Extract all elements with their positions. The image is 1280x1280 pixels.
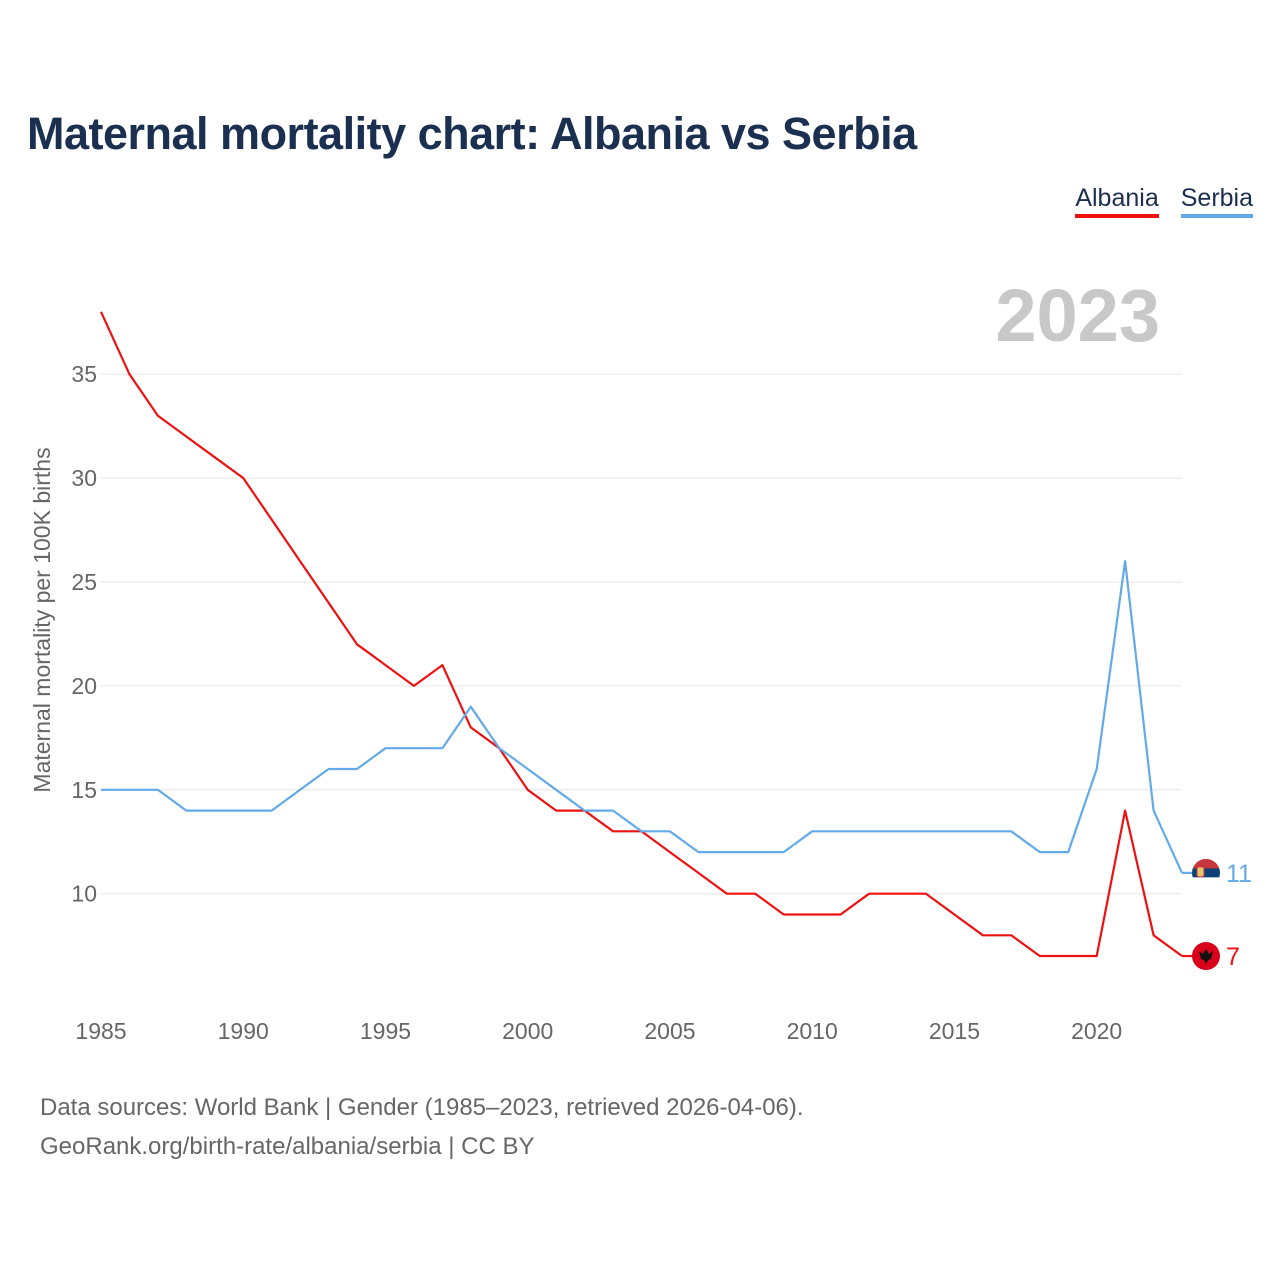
gridlines — [101, 373, 1182, 895]
end-label-albania: 7 — [1226, 943, 1240, 971]
x-tick-label-1985: 1985 — [75, 1018, 126, 1044]
legend: Albania Serbia — [1075, 184, 1253, 218]
flag-serbia-white — [1192, 877, 1220, 887]
year-label: 2023 — [995, 274, 1160, 357]
y-tick-label-10: 10 — [71, 881, 97, 907]
y-tick-label-35: 35 — [71, 361, 97, 387]
x-tick-label-1995: 1995 — [360, 1018, 411, 1044]
flag-albania-eagle — [1199, 949, 1213, 965]
end-label-serbia: 11 — [1226, 860, 1252, 888]
y-tick-label-25: 25 — [71, 569, 97, 595]
flag-serbia-blue — [1192, 868, 1220, 878]
y-axis-label: Maternal mortality per 100K births — [29, 447, 55, 792]
x-axis-ticks: 1985 1990 1995 2000 2005 2010 2015 2020 — [75, 1018, 1122, 1044]
x-tick-label-1990: 1990 — [218, 1018, 269, 1044]
footer: Data sources: World Bank | Gender (1985–… — [40, 1088, 804, 1166]
x-tick-label-2010: 2010 — [787, 1018, 838, 1044]
legend-item-serbia[interactable]: Serbia — [1180, 184, 1253, 218]
source-note: Data sources: World Bank | Gender (1985–… — [40, 1094, 804, 1121]
flag-serbia-red — [1192, 858, 1220, 869]
legend-item-albania[interactable]: Albania — [1075, 184, 1159, 218]
chart-title: Maternal mortality chart: Albania vs Ser… — [27, 108, 917, 159]
y-tick-label-20: 20 — [71, 673, 97, 699]
flag-serbia-stripes — [1192, 858, 1220, 887]
x-tick-label-2020: 2020 — [1071, 1018, 1122, 1044]
y-axis-ticks: 10 15 20 25 30 35 — [71, 361, 97, 907]
series-line-serbia — [101, 560, 1184, 874]
x-tick-label-2000: 2000 — [502, 1018, 553, 1044]
flag-serbia-icon — [1192, 858, 1220, 887]
flag-serbia-emblem — [1196, 866, 1205, 878]
site-credit[interactable]: GeoRank.org/birth-rate/albania/serbia | … — [40, 1133, 535, 1160]
y-tick-label-30: 30 — [71, 465, 97, 491]
series-line-albania — [99, 311, 1183, 958]
y-tick-label-15: 15 — [71, 777, 97, 803]
series-end-markers: 7 11 — [1182, 858, 1252, 971]
series-lines — [99, 311, 1184, 958]
x-tick-label-2005: 2005 — [644, 1018, 695, 1044]
line-chart: 10 15 20 25 30 35 1985 1990 1995 2000 2005 2010 201… — [29, 274, 1252, 1044]
flag-albania-icon — [1192, 942, 1220, 971]
x-tick-label-2015: 2015 — [929, 1018, 980, 1044]
